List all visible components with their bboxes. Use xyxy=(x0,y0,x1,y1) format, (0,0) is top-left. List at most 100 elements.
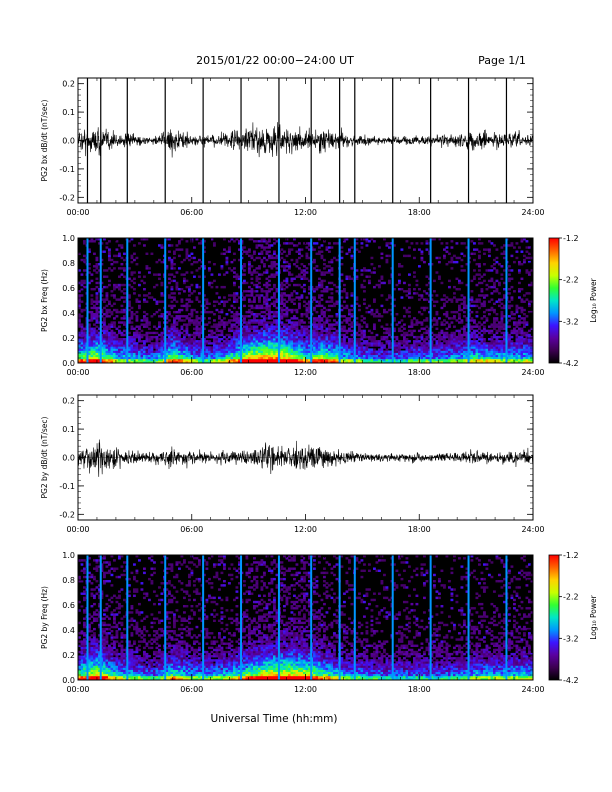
spectrogram-cell xyxy=(373,350,376,353)
spectrogram-cell xyxy=(403,352,406,356)
spectrogram-cell xyxy=(490,277,494,281)
spectrogram-cell xyxy=(370,271,374,274)
spectrogram-cell xyxy=(413,348,416,351)
spectrogram-cell xyxy=(425,240,429,243)
spectrogram-cell xyxy=(320,346,324,349)
spectrogram-cell xyxy=(90,288,94,291)
spectrogram-cell xyxy=(403,315,406,318)
spectrogram-cell xyxy=(448,279,451,283)
spectrogram-cell xyxy=(190,340,194,343)
spectrogram-cell xyxy=(368,310,371,314)
spectrogram-cell xyxy=(253,271,256,274)
spectrogram-cell xyxy=(510,296,514,299)
spectrogram-cell xyxy=(115,338,119,341)
waveform-line xyxy=(77,122,534,158)
spectrogram-cell xyxy=(458,298,461,301)
spectrogram-cell xyxy=(393,346,396,349)
spectrogram-cell xyxy=(175,271,179,274)
spectrogram-cell xyxy=(408,288,411,291)
spectrogram-cell xyxy=(145,265,149,268)
spectrogram-cell xyxy=(290,331,294,335)
spectrogram-cell xyxy=(108,352,111,356)
spectrogram-cell xyxy=(320,290,324,293)
spectrogram-cell xyxy=(410,352,414,356)
spectrogram-cell xyxy=(188,346,191,349)
spectrogram-cell xyxy=(90,346,94,349)
spectrogram-cell xyxy=(113,288,116,291)
spectrogram-cell xyxy=(280,256,284,260)
spectrogram-cell xyxy=(103,321,106,324)
spectrogram-cell xyxy=(513,358,516,362)
spectrogram-cell xyxy=(415,335,419,339)
spectrogram-cell xyxy=(268,275,271,278)
spectrogram-cell xyxy=(140,354,144,358)
spectrogram-cell xyxy=(263,306,266,310)
spectrogram-cell xyxy=(463,325,466,328)
spectrogram-cell xyxy=(430,298,434,301)
spectrogram-cell xyxy=(140,344,144,347)
spectrogram-cell xyxy=(233,275,236,278)
spectrogram-cell xyxy=(120,338,124,341)
spectrogram-cell xyxy=(285,360,289,364)
spectrogram-cell xyxy=(230,335,234,339)
spectrogram-cell xyxy=(268,348,271,351)
spectrogram-cell xyxy=(95,329,99,333)
spectrogram-cell xyxy=(460,354,464,358)
spectrogram-cell xyxy=(480,346,484,349)
spectrogram-cell xyxy=(365,354,369,358)
spectrogram-cell xyxy=(243,273,246,276)
spectrogram-cell xyxy=(173,360,176,364)
spectrogram-cell xyxy=(180,342,184,345)
spectrogram-cell xyxy=(388,333,391,337)
spectrogram-cell xyxy=(200,352,204,356)
spectrogram-cell xyxy=(213,352,216,356)
spectrogram-cell xyxy=(345,346,349,349)
spectrogram-cell xyxy=(205,335,209,339)
spectrogram-cell xyxy=(423,352,426,356)
spectrogram-cell xyxy=(200,265,204,268)
spectrogram-cell xyxy=(123,321,126,324)
spectrogram-cell xyxy=(270,317,274,320)
spectrogram-cell xyxy=(355,321,359,324)
spectrogram-cell xyxy=(218,333,221,337)
spectrogram-cell xyxy=(298,267,301,270)
spectrogram-cell xyxy=(280,300,284,303)
spectrogram-cell xyxy=(108,302,111,306)
spectrogram-cell xyxy=(100,352,104,356)
spectrogram-cell xyxy=(348,342,351,345)
spectrogram-cell xyxy=(213,242,216,245)
spectrogram-cell xyxy=(355,296,359,299)
spectrogram-cell xyxy=(480,317,484,320)
spectrogram-cell xyxy=(335,352,339,356)
spectrogram-cell xyxy=(478,281,481,285)
spectrogram-cell xyxy=(233,271,236,274)
spectrogram-cell xyxy=(305,246,309,249)
spectrogram-cell xyxy=(248,294,251,297)
spectrogram-cell xyxy=(345,360,349,364)
spectrogram-cell xyxy=(253,358,256,362)
spectrogram-cell xyxy=(78,269,81,272)
spectrogram-cell xyxy=(493,342,496,345)
spectrogram-cell xyxy=(145,346,149,349)
spectrogram-cell xyxy=(475,300,479,303)
spectrogram-cell xyxy=(388,344,391,347)
spectrogram-cell xyxy=(88,327,91,331)
spectrogram-cell xyxy=(303,277,306,281)
spectrogram-cell xyxy=(88,248,91,251)
spectrogram-cell xyxy=(160,300,164,303)
spectrogram-cell xyxy=(285,285,289,289)
spectrogram-cell xyxy=(275,360,279,364)
spectrogram-cell xyxy=(460,350,464,353)
spectrogram-cell xyxy=(258,267,261,270)
spectrogram-cell xyxy=(363,348,366,351)
spectrogram-cell xyxy=(100,288,104,291)
spectrogram-cell xyxy=(273,256,276,260)
spectrogram-cell xyxy=(138,300,141,303)
spectrogram-cell xyxy=(110,354,114,358)
spectrogram-cell xyxy=(298,354,301,358)
spectrogram-cell xyxy=(315,331,319,335)
spectrogram-cell xyxy=(288,298,291,301)
spectrogram-cell xyxy=(375,350,379,353)
spectrogram-cell xyxy=(483,304,486,308)
spectrogram-cell xyxy=(175,310,179,314)
